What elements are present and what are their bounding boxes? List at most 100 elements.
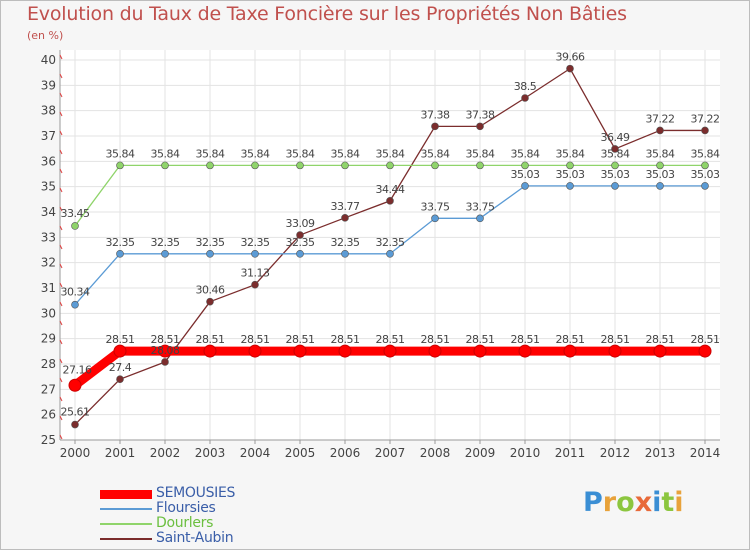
data-label: 37.22: [691, 112, 720, 125]
data-label: 28.51: [241, 333, 270, 346]
logo-letter: i: [674, 487, 684, 518]
data-point: [296, 250, 304, 258]
data-label: 35.84: [331, 147, 360, 160]
data-point: [161, 358, 169, 366]
data-point: [251, 250, 259, 258]
x-tick-label: 2013: [645, 446, 676, 460]
data-label: 28.51: [376, 333, 405, 346]
data-label: 28.51: [511, 333, 540, 346]
data-point: [701, 161, 709, 170]
data-point: [476, 161, 484, 170]
data-label: 28.51: [421, 333, 450, 346]
legend-swatch: [100, 523, 152, 525]
data-label: 28.51: [196, 333, 225, 346]
data-label: 28.08: [151, 344, 180, 357]
data-label: 35.84: [691, 147, 720, 160]
legend-label: Floursies: [156, 500, 216, 516]
x-tick-label: 2011: [555, 446, 586, 460]
data-label: 27.16: [63, 363, 92, 376]
data-label: 39.66: [556, 51, 585, 64]
x-tick-label: 2001: [105, 446, 136, 460]
data-label: 37.38: [466, 108, 495, 121]
x-tick-label: 2012: [600, 446, 631, 460]
y-axis-dash: [59, 73, 63, 79]
data-point: [116, 250, 124, 258]
data-label: 33.45: [61, 207, 90, 220]
data-label: 35.84: [376, 147, 405, 160]
data-point: [611, 161, 619, 170]
data-label: 35.84: [421, 147, 450, 160]
data-point: [383, 344, 397, 358]
data-label: 35.84: [196, 147, 225, 160]
data-label: 28.51: [556, 333, 585, 346]
data-label: 35.84: [241, 147, 270, 160]
data-label: 36.49: [601, 131, 630, 144]
y-axis-dash: [59, 92, 63, 98]
y-tick-label: 36: [41, 154, 56, 168]
data-point: [161, 250, 169, 258]
data-point: [521, 94, 529, 102]
data-point: [341, 161, 349, 170]
data-point: [296, 231, 304, 239]
data-label: 35.84: [556, 147, 585, 160]
data-point: [113, 344, 127, 358]
data-label: 32.35: [331, 236, 360, 249]
x-tick-label: 2007: [375, 446, 406, 460]
data-point: [386, 197, 394, 205]
data-point: [566, 64, 574, 73]
y-axis-dash: [59, 320, 63, 326]
y-tick-label: 29: [41, 332, 56, 346]
data-point: [71, 300, 79, 309]
data-point: [518, 344, 532, 358]
data-point: [698, 344, 712, 358]
logo-letter: r: [602, 487, 617, 518]
legend-label: SEMOUSIES: [156, 485, 236, 501]
legend-item: Dourlers: [100, 515, 350, 531]
legend-label: Saint-Aubin: [156, 530, 234, 546]
data-point: [476, 122, 484, 131]
data-point: [71, 222, 79, 230]
data-point: [203, 344, 217, 358]
x-tick-label: 2003: [195, 446, 226, 460]
data-point: [338, 344, 352, 358]
data-label: 28.51: [106, 333, 135, 346]
data-label: 28.51: [331, 333, 360, 346]
data-label: 28.51: [646, 333, 675, 346]
data-point: [293, 344, 307, 358]
legend-item: Saint-Aubin: [100, 530, 350, 546]
data-point: [251, 161, 259, 170]
x-tick-label: 2010: [510, 446, 541, 460]
data-label: 30.34: [61, 286, 90, 299]
data-label: 28.51: [601, 333, 630, 346]
y-tick-label: 38: [41, 104, 56, 118]
y-axis-dash: [59, 377, 63, 383]
data-point: [611, 182, 619, 190]
x-tick-label: 2004: [240, 446, 271, 460]
data-point: [431, 161, 439, 170]
y-axis-dash: [59, 339, 63, 345]
data-point: [248, 344, 262, 358]
data-label: 28.51: [466, 333, 495, 346]
data-label: 35.84: [151, 147, 180, 160]
x-tick-label: 2006: [330, 446, 361, 460]
y-tick-label: 39: [41, 78, 56, 92]
data-label: 35.03: [646, 168, 675, 181]
y-axis-dash: [59, 149, 63, 155]
data-label: 31.13: [241, 267, 270, 280]
data-label: 35.03: [556, 168, 585, 181]
data-label: 35.84: [646, 147, 675, 160]
data-label: 35.84: [106, 147, 135, 160]
data-label: 35.84: [286, 147, 315, 160]
data-point: [566, 161, 574, 170]
data-point: [68, 378, 82, 392]
data-label: 35.84: [466, 147, 495, 160]
y-axis-dash: [59, 187, 63, 193]
data-point: [206, 250, 214, 258]
data-label: 35.84: [511, 147, 540, 160]
data-label: 33.77: [331, 200, 360, 213]
data-point: [608, 344, 622, 358]
y-axis-dash: [59, 54, 63, 60]
data-point: [71, 420, 79, 429]
data-point: [296, 161, 304, 170]
